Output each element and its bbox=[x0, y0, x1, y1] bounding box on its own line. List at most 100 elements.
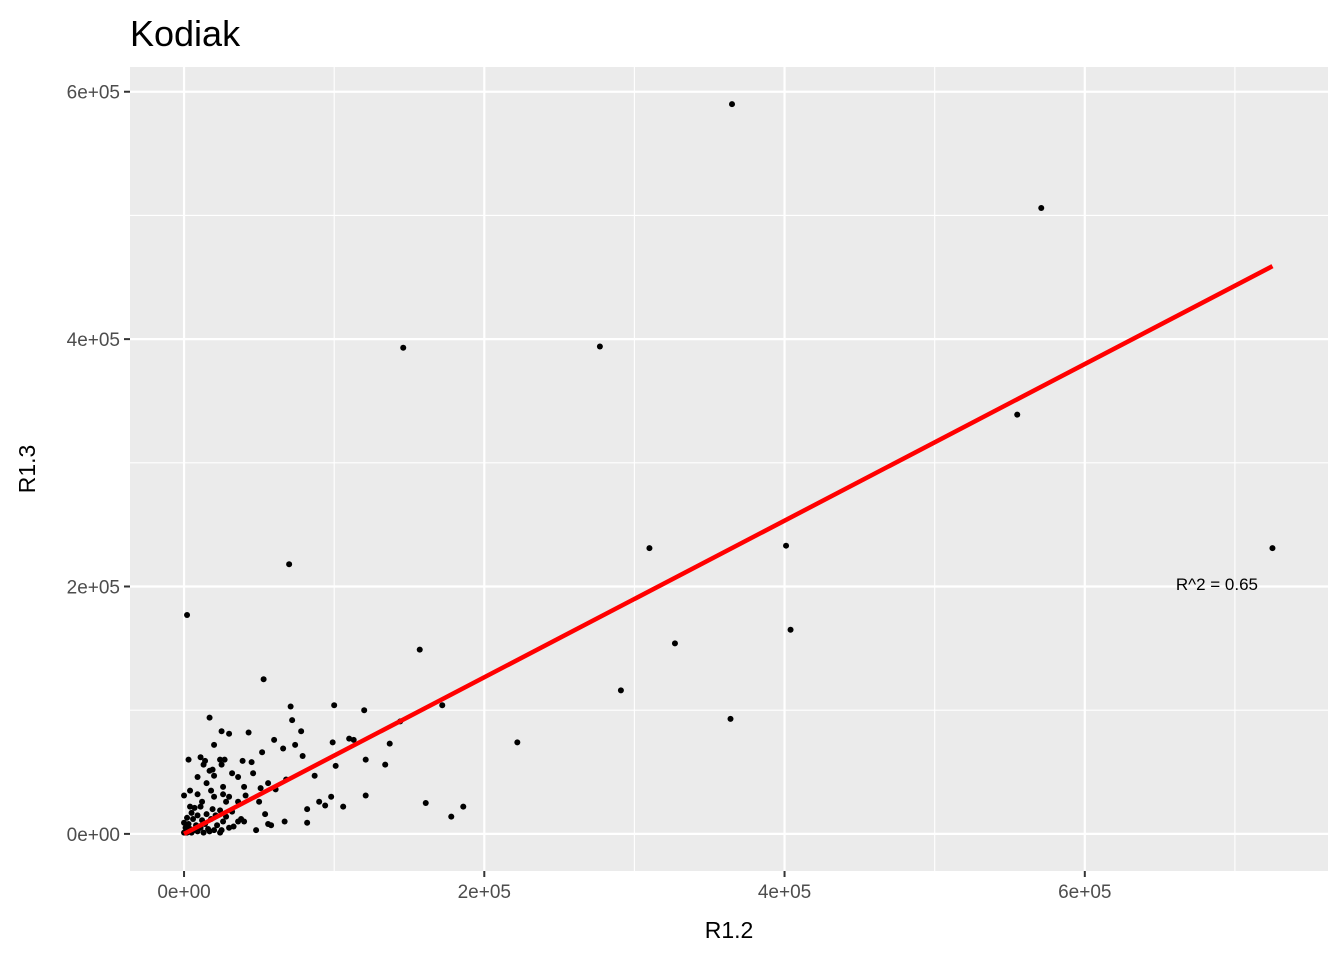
y-axis-label: R1.3 bbox=[14, 445, 40, 494]
data-point bbox=[646, 545, 653, 552]
data-point bbox=[182, 824, 189, 831]
data-point bbox=[226, 730, 233, 737]
data-point bbox=[361, 707, 368, 714]
y-axis: 0e+00 2e+05 4e+05 6e+05 bbox=[67, 83, 130, 846]
data-point bbox=[200, 829, 207, 836]
data-point bbox=[265, 780, 272, 787]
data-point bbox=[262, 811, 269, 818]
data-point bbox=[226, 793, 233, 800]
data-point bbox=[194, 773, 201, 780]
data-point bbox=[299, 752, 306, 759]
regression-line bbox=[183, 264, 1274, 836]
data-point bbox=[514, 739, 521, 746]
data-point bbox=[239, 757, 246, 764]
chart-title: Kodiak bbox=[130, 13, 241, 54]
data-point bbox=[185, 756, 192, 763]
data-point bbox=[787, 626, 794, 633]
data-point bbox=[671, 640, 678, 647]
data-point bbox=[197, 803, 204, 810]
data-point bbox=[304, 819, 311, 826]
data-point bbox=[187, 803, 194, 810]
data-point bbox=[268, 822, 275, 829]
data-point bbox=[281, 818, 288, 825]
data-point bbox=[199, 798, 206, 805]
data-point bbox=[197, 754, 204, 761]
y-tick-label: 2e+05 bbox=[67, 578, 120, 599]
data-point bbox=[416, 646, 423, 653]
data-point bbox=[241, 783, 248, 790]
data-point bbox=[229, 770, 236, 777]
data-point bbox=[422, 799, 429, 806]
data-point bbox=[386, 740, 393, 747]
data-point bbox=[211, 793, 218, 800]
data-point bbox=[248, 759, 255, 766]
data-point bbox=[350, 736, 357, 743]
minor-gridlines bbox=[130, 67, 1328, 871]
r-squared-annotation: R^2 = 0.65 bbox=[1176, 575, 1258, 594]
data-point bbox=[448, 813, 455, 820]
data-point bbox=[328, 793, 335, 800]
data-point bbox=[316, 798, 323, 805]
data-point bbox=[220, 791, 227, 798]
data-point bbox=[223, 798, 230, 805]
data-point bbox=[241, 818, 248, 825]
data-point bbox=[220, 818, 227, 825]
data-point bbox=[194, 791, 201, 798]
data-point bbox=[209, 806, 216, 813]
y-tick-label: 4e+05 bbox=[67, 330, 120, 351]
data-point bbox=[329, 739, 336, 746]
data-point bbox=[191, 804, 198, 811]
data-point bbox=[286, 561, 293, 568]
data-point bbox=[1014, 411, 1021, 418]
x-tick-label: 4e+05 bbox=[758, 882, 811, 903]
data-point bbox=[292, 741, 299, 748]
data-point bbox=[211, 772, 218, 779]
data-point bbox=[194, 812, 201, 819]
data-point bbox=[217, 829, 224, 836]
data-point bbox=[259, 749, 266, 756]
x-tick-label: 6e+05 bbox=[1058, 882, 1111, 903]
data-point bbox=[322, 802, 329, 809]
data-point bbox=[211, 741, 218, 748]
data-point bbox=[206, 828, 213, 835]
data-point bbox=[208, 787, 215, 794]
data-point bbox=[218, 761, 225, 768]
data-point bbox=[340, 803, 347, 810]
data-point bbox=[289, 717, 296, 724]
data-point bbox=[209, 766, 216, 773]
data-point bbox=[256, 798, 263, 805]
data-point bbox=[226, 824, 233, 831]
data-point bbox=[257, 785, 264, 792]
data-point bbox=[203, 780, 210, 787]
data-point bbox=[1038, 205, 1045, 212]
data-point bbox=[617, 687, 624, 694]
data-point bbox=[200, 761, 207, 768]
data-point bbox=[242, 792, 249, 799]
data-point bbox=[362, 792, 369, 799]
x-axis-label: R1.2 bbox=[705, 917, 754, 943]
data-point bbox=[311, 772, 318, 779]
data-point bbox=[203, 811, 210, 818]
data-point bbox=[217, 756, 224, 763]
data-point bbox=[253, 827, 260, 834]
x-tick-label: 0e+00 bbox=[157, 882, 210, 903]
data-point bbox=[230, 823, 237, 830]
data-point bbox=[783, 542, 790, 549]
data-point bbox=[184, 611, 191, 618]
data-point bbox=[218, 728, 225, 735]
y-tick-label: 0e+00 bbox=[67, 825, 120, 846]
data-point bbox=[439, 702, 446, 709]
data-point bbox=[400, 344, 407, 351]
data-point bbox=[220, 783, 227, 790]
data-point bbox=[221, 756, 228, 763]
data-point bbox=[235, 773, 242, 780]
data-point bbox=[332, 762, 339, 769]
x-tick-label: 2e+05 bbox=[458, 882, 511, 903]
data-point bbox=[250, 770, 257, 777]
data-point bbox=[362, 756, 369, 763]
x-axis: 0e+00 2e+05 4e+05 6e+05 bbox=[157, 871, 1111, 903]
data-point bbox=[271, 736, 278, 743]
data-point bbox=[729, 101, 736, 108]
data-point bbox=[181, 819, 188, 826]
